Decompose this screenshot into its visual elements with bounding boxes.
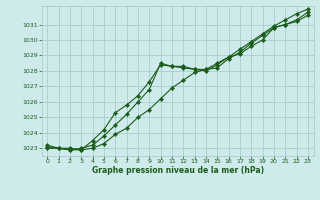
- X-axis label: Graphe pression niveau de la mer (hPa): Graphe pression niveau de la mer (hPa): [92, 166, 264, 175]
